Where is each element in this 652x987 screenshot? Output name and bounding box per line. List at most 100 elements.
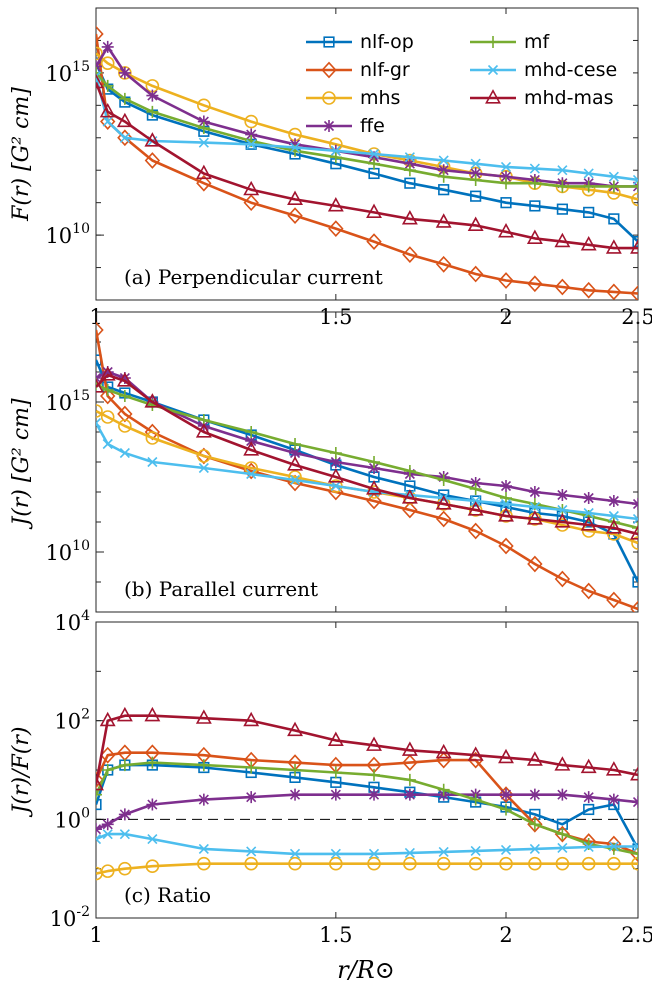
data-point-mhd-mas [243,441,260,456]
legend-marker-mhd-mas [485,89,501,104]
data-point-mhd-cese [583,841,594,853]
data-point-ffe [582,791,595,804]
data-point-ffe [289,447,302,459]
data-point-nlf-gr [554,570,571,588]
data-point-ffe [101,818,114,831]
data-point-ffe [556,489,569,501]
x-tick-label: 2 [499,923,512,947]
data-point-mhd-mas [526,229,543,244]
legend-marker-nlf-gr [321,61,337,79]
data-point-nlf-gr [328,220,344,238]
data-point-mhd-cese [147,456,158,468]
data-point-mhd-mas [116,112,133,128]
data-point-mhd-mas [366,480,382,495]
data-point-ffe [582,492,595,504]
data-point-mhd-mas [287,721,303,737]
data-point-mf [403,465,416,477]
legend-label-mhs: mhs [360,87,400,109]
data-point-ffe [96,823,102,836]
data-point-mhs [631,856,638,871]
data-point-mf [368,456,381,468]
x-tick-label: 2.5 [621,923,652,947]
data-point-ffe [403,157,416,170]
data-point-mhd-mas [467,746,484,761]
data-point-mf [632,522,638,534]
data-point-mhs [581,856,596,871]
data-point-mhd-mas [144,132,161,147]
data-point-mhd-mas [498,223,514,238]
data-point-mf [528,177,541,190]
series-line-ffe [96,370,638,506]
data-point-mhd-cese [470,845,481,856]
data-point-mf [500,803,513,816]
data-point-nlf-gr [287,207,303,225]
data-point-mhd-cese [529,843,540,854]
data-point-nlf-op [404,177,416,189]
data-point-mhd-mas [327,731,344,747]
data-point-mhd-mas [554,756,571,771]
data-point-mhd-cese [438,155,449,166]
data-point-mhs [244,856,258,871]
data-point-mhd-cese [557,165,568,176]
data-point-mf [500,492,513,504]
data-point-nlf-gr [498,537,514,555]
data-point-ffe [528,486,541,498]
data-point-mhs [100,864,115,878]
data-point-ffe [245,128,258,141]
data-point-nlf-gr [554,278,571,296]
data-point-ffe [118,372,131,384]
data-point-mhd-cese [330,480,341,492]
data-point-ffe [437,164,450,177]
data-point-nlf-gr [366,233,382,250]
data-point-mhd-cese [500,498,512,510]
data-point-nlf-gr [580,582,597,600]
data-point-mhs [118,861,132,876]
data-point-mhd-cese [289,848,301,859]
data-point-nlf-gr [630,845,638,863]
data-point-ffe [403,788,416,801]
data-point-mf [118,759,131,772]
data-point-mf [101,79,114,92]
data-point-nlf-gr [196,174,212,192]
data-point-mf [197,122,210,135]
data-point-mhd-mas [401,489,418,504]
data-point-mf [368,768,381,781]
data-point-mhd-mas [96,73,104,89]
data-point-ffe [245,791,258,804]
data-point-mf [118,92,131,105]
data-point-ffe [607,495,620,507]
data-point-mf [607,842,620,855]
data-point-nlf-op [438,184,450,196]
data-point-nlf-gr [100,387,116,405]
data-point-mhd-mas [401,210,418,225]
data-point-nlf-op [632,576,638,588]
data-point-mhd-mas [99,102,116,118]
data-point-mhd-mas [144,706,161,722]
data-point-mhd-cese [470,158,481,169]
data-point-mf [101,764,114,776]
data-point-ffe [146,89,159,102]
data-point-mf [329,151,342,164]
data-point-nlf-op [529,200,541,212]
data-point-mhd-mas [435,495,452,510]
legend-marker-mhd-cese [487,64,499,76]
data-point-mhd-mas [580,516,597,531]
series-line-nlf-op [96,359,638,583]
data-point-mf [403,164,416,177]
data-point-ffe [556,788,569,801]
y-axis-label: J(r)/F(r) [9,727,34,818]
data-point-mhs [96,46,103,61]
data-point-mhd-mas [99,711,116,727]
data-point-mhd-cese [330,848,341,859]
data-point-mhd-mas [96,378,104,393]
legend-label-mf: mf [524,31,551,53]
data-point-mhd-cese [529,501,540,513]
x-tick-label: 2.5 [621,305,652,329]
data-point-ffe [329,456,342,468]
data-point-mhd-mas [435,213,452,228]
data-point-mhd-mas [554,513,571,528]
data-point-mhs [367,856,381,871]
data-point-mhd-mas [243,180,260,196]
data-point-mf [329,447,342,459]
y-tick-label: 1015 [45,388,90,415]
